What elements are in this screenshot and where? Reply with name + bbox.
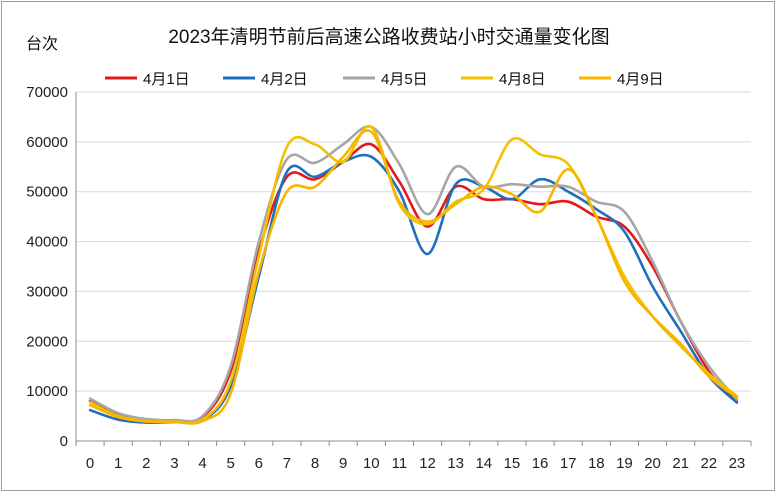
x-tick-label: 22 bbox=[700, 455, 717, 472]
x-tick-label: 6 bbox=[255, 455, 263, 472]
x-tick-label: 14 bbox=[475, 455, 492, 472]
chart-title: 2023年清明节前后高速公路收费站小时交通量变化图 bbox=[168, 26, 609, 48]
x-tick-label: 3 bbox=[170, 455, 178, 472]
series-line-0 bbox=[88, 142, 739, 424]
y-tick-label: 10000 bbox=[26, 383, 68, 400]
legend-label: 4月1日 bbox=[143, 71, 190, 88]
x-tick-label: 19 bbox=[616, 455, 633, 472]
series-line-4 bbox=[88, 129, 739, 425]
x-tick-label: 18 bbox=[588, 455, 605, 472]
x-tick-label: 23 bbox=[729, 455, 746, 472]
x-tick-label: 20 bbox=[644, 455, 661, 472]
x-tick-label: 5 bbox=[227, 455, 235, 472]
y-tick-label: 30000 bbox=[26, 283, 68, 300]
series-line-3 bbox=[88, 124, 739, 425]
y-unit-label: 台次 bbox=[26, 35, 58, 53]
x-tick-label: 9 bbox=[339, 455, 347, 472]
legend-label: 4月5日 bbox=[381, 71, 428, 88]
legend-label: 4月2日 bbox=[261, 71, 308, 88]
x-tick-label: 21 bbox=[672, 455, 689, 472]
x-tick-label: 16 bbox=[532, 455, 549, 472]
y-tick-label: 60000 bbox=[26, 134, 68, 151]
legend-label: 4月8日 bbox=[499, 71, 546, 88]
legend: 4月1日 4月2日 4月5日 4月8日 4月9日 bbox=[105, 71, 664, 88]
x-tick-label: 12 bbox=[419, 455, 436, 472]
x-tick-label: 10 bbox=[363, 455, 380, 472]
gridlines bbox=[75, 91, 751, 442]
series-lines bbox=[88, 124, 739, 425]
x-tick-label: 2 bbox=[142, 455, 150, 472]
y-axis-ticks: 0 10000 20000 30000 40000 50000 60000 70000 bbox=[26, 84, 68, 450]
x-tick-label: 1 bbox=[114, 455, 122, 472]
y-tick-label: 20000 bbox=[26, 333, 68, 350]
series-line-2 bbox=[88, 125, 739, 423]
y-tick-label: 70000 bbox=[26, 84, 68, 101]
x-tick-label: 15 bbox=[504, 455, 521, 472]
x-axis-ticks: 0 1 2 3 4 5 6 7 8 9 10 11 12 13 14 15 16 17 18 19 20 21 22 23 bbox=[75, 441, 752, 472]
y-tick-label: 0 bbox=[60, 433, 68, 450]
x-tick-label: 8 bbox=[311, 455, 319, 472]
x-tick-label: 13 bbox=[447, 455, 464, 472]
y-tick-label: 50000 bbox=[26, 184, 68, 201]
x-tick-label: 0 bbox=[86, 455, 94, 472]
legend-label: 4月9日 bbox=[617, 71, 664, 88]
x-tick-label: 7 bbox=[283, 455, 291, 472]
x-tick-label: 17 bbox=[560, 455, 577, 472]
y-tick-label: 40000 bbox=[26, 234, 68, 251]
x-tick-label: 11 bbox=[392, 455, 408, 472]
x-tick-label: 4 bbox=[198, 455, 206, 472]
